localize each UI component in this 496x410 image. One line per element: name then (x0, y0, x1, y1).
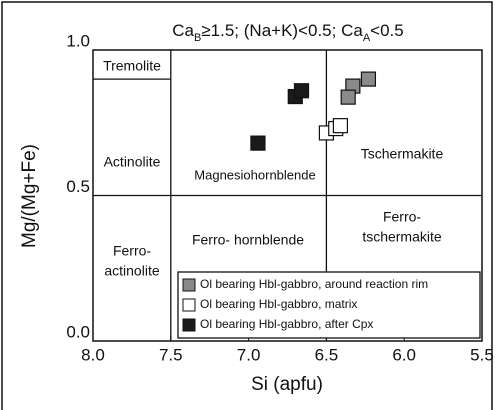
legend-label: Ol bearing Hbl-gabbro, matrix (200, 297, 357, 311)
point (250, 135, 266, 151)
title-part: ≥1.5; (Na+K)<0.5; Ca (201, 21, 363, 40)
field-label: tschermakite (362, 229, 442, 245)
field-label: Magnesiohornblende (194, 167, 315, 182)
chart-title: CaB≥1.5; (Na+K)<0.5; CaA<0.5 (172, 21, 403, 43)
x-tick-label: 7.5 (159, 345, 183, 364)
title-part: A (363, 32, 371, 44)
title-part: B (194, 32, 201, 44)
point (293, 83, 310, 99)
title-part: Ca (172, 21, 194, 40)
x-tick-label: 6.5 (315, 345, 339, 364)
field-label: Ferro- (113, 243, 151, 259)
point (340, 89, 356, 105)
x-tick-label: 7.0 (237, 345, 261, 364)
title-part: <0.5 (370, 21, 404, 40)
field-label: actinolite (104, 263, 159, 279)
field-label: Actinolite (104, 154, 161, 170)
x-tick-label: 8.0 (81, 345, 105, 364)
legend-marker (182, 318, 196, 332)
y-tick-label: 0.0 (66, 322, 90, 341)
legend-label: Ol bearing Hbl-gabbro, after Cpx (200, 317, 373, 331)
point (360, 71, 377, 87)
legend-marker (182, 278, 196, 292)
y-tick-label: 1.0 (66, 31, 90, 50)
point (332, 118, 349, 134)
x-tick-label: 6.0 (392, 345, 416, 364)
field-label: Ferro- hornblende (192, 232, 304, 248)
field-label: Ferro- (383, 209, 421, 225)
y-axis-label: Mg/(Mg+Fe) (19, 144, 40, 248)
x-tick-label: 5.5 (470, 345, 494, 364)
field-label: Tschermakite (361, 146, 444, 162)
x-axis-label: Si (apfu) (251, 374, 323, 395)
legend-label: Ol bearing Hbl-gabbro, around reaction r… (200, 277, 428, 291)
y-tick-label: 0.5 (66, 177, 90, 196)
legend-marker (182, 298, 196, 312)
field-label: Tremolite (103, 58, 161, 74)
legend-box (177, 271, 481, 339)
